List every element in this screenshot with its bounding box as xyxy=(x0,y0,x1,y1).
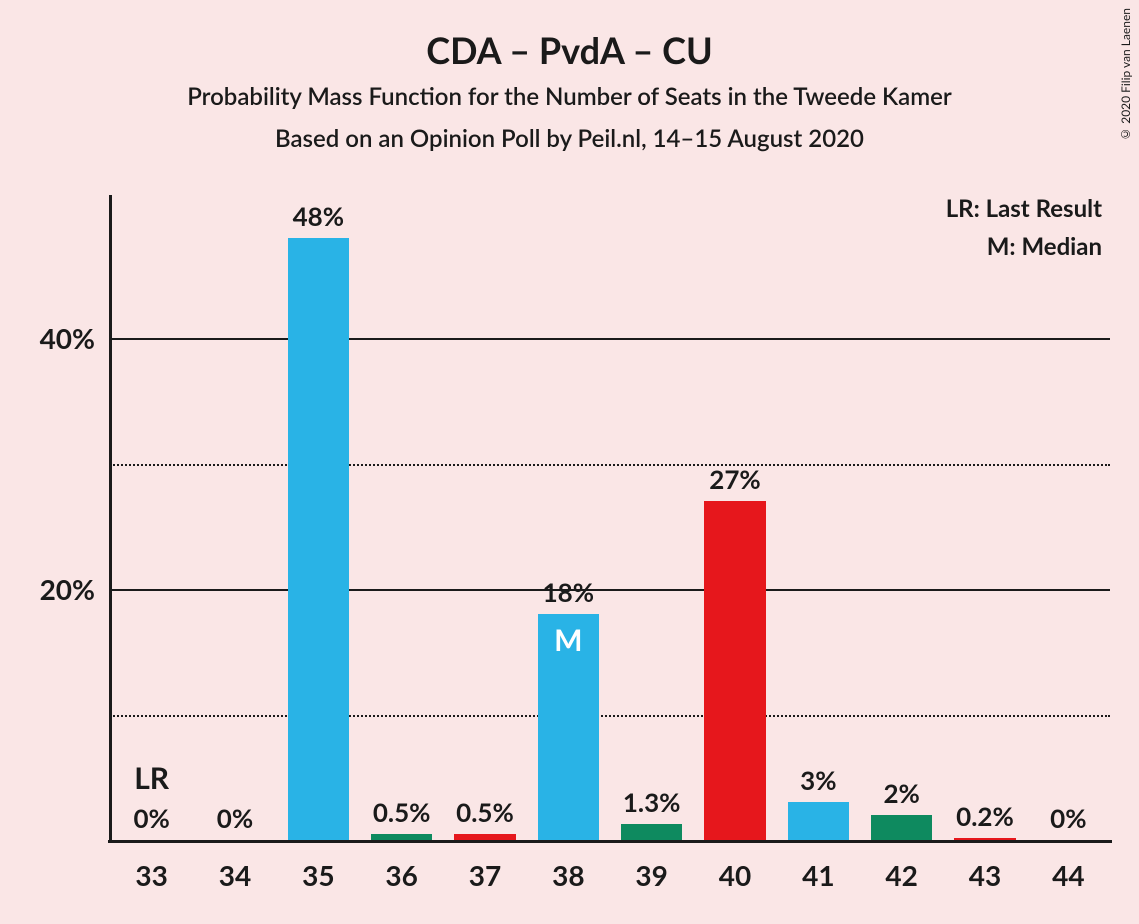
bar-value-label: 27% xyxy=(693,463,776,495)
bar xyxy=(288,238,350,840)
x-tick-label: 38 xyxy=(527,858,610,892)
bar-value-label: 0% xyxy=(110,802,193,834)
copyright-text: © 2020 Filip van Laenen xyxy=(1118,8,1133,142)
bar-value-label: 0.2% xyxy=(943,800,1026,832)
x-tick-label: 36 xyxy=(360,858,443,892)
median-marker: M xyxy=(527,622,610,658)
x-tick-label: 39 xyxy=(610,858,693,892)
x-tick-label: 41 xyxy=(777,858,860,892)
bar-value-label: 0% xyxy=(1027,802,1110,834)
x-tick-label: 43 xyxy=(943,858,1026,892)
bar xyxy=(788,802,850,840)
gridline-major xyxy=(110,338,1110,340)
bar xyxy=(871,815,933,840)
bar-value-label: 2% xyxy=(860,777,943,809)
bar xyxy=(954,838,1016,841)
bar-value-label: 1.3% xyxy=(610,786,693,818)
x-tick-label: 33 xyxy=(110,858,193,892)
gridline-minor xyxy=(110,715,1110,717)
bar-value-label: 0.5% xyxy=(360,796,443,828)
bar-value-label: 48% xyxy=(277,200,360,232)
chart-title: CDA – PvdA – CU xyxy=(0,28,1139,72)
gridline-major xyxy=(110,589,1110,591)
x-tick-label: 40 xyxy=(693,858,776,892)
pmf-chart: CDA – PvdA – CU Probability Mass Functio… xyxy=(0,0,1139,924)
x-tick-label: 35 xyxy=(277,858,360,892)
x-axis xyxy=(108,840,1112,843)
y-tick-label: 20% xyxy=(15,572,95,606)
bar xyxy=(621,824,683,840)
legend-m: M: Median xyxy=(987,232,1102,261)
bar xyxy=(704,501,766,840)
bar xyxy=(371,834,433,840)
chart-subtitle-1: Probability Mass Function for the Number… xyxy=(0,82,1139,111)
y-tick-label: 40% xyxy=(15,321,95,355)
x-tick-label: 34 xyxy=(193,858,276,892)
gridline-minor xyxy=(110,464,1110,466)
plot-area: 20%40%0%33LR0%3448%350.5%360.5%3718%38M1… xyxy=(110,200,1110,840)
bar-value-label: 0.5% xyxy=(443,796,526,828)
y-axis xyxy=(109,195,112,842)
x-tick-label: 42 xyxy=(860,858,943,892)
chart-subtitle-2: Based on an Opinion Poll by Peil.nl, 14–… xyxy=(0,124,1139,153)
bar xyxy=(454,834,516,840)
x-tick-label: 37 xyxy=(443,858,526,892)
legend-lr: LR: Last Result xyxy=(946,194,1102,223)
bar-value-label: 0% xyxy=(193,802,276,834)
bar-value-label: 3% xyxy=(777,764,860,796)
bar-value-label: 18% xyxy=(527,576,610,608)
x-tick-label: 44 xyxy=(1027,858,1110,892)
lr-marker: LR xyxy=(110,760,193,796)
